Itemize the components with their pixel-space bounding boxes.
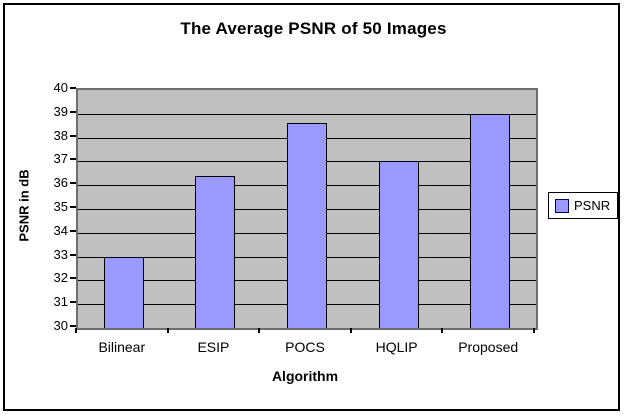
y-tick-mark xyxy=(70,206,76,208)
x-tick-label-hqlip: HQLIP xyxy=(375,339,418,355)
y-tick-mark xyxy=(70,158,76,161)
y-tick-mark xyxy=(70,253,76,256)
y-tick-label: 32 xyxy=(53,270,68,286)
x-tick-label-proposed: Proposed xyxy=(458,339,519,355)
plot-area xyxy=(76,88,538,330)
x-tick-label-bilinear: Bilinear xyxy=(98,339,146,355)
y-tick-label: 31 xyxy=(53,294,68,310)
bar-esip xyxy=(195,175,236,328)
y-tick-label: 33 xyxy=(53,246,68,262)
y-tick-mark xyxy=(70,301,76,304)
y-tick-mark xyxy=(70,277,76,280)
x-tick-mark xyxy=(75,328,77,333)
x-tick-mark xyxy=(533,328,535,333)
x-axis-title: Algorithm xyxy=(271,368,339,384)
y-tick-label: 36 xyxy=(53,175,68,191)
y-tick-label: 34 xyxy=(53,222,68,238)
y-tick-label: 35 xyxy=(53,199,68,214)
x-tick-mark xyxy=(441,328,444,333)
x-tick-label-esip: ESIP xyxy=(197,339,230,355)
gridline xyxy=(78,113,536,115)
x-tick-mark xyxy=(349,328,352,333)
y-tick-label: 38 xyxy=(53,127,68,143)
y-tick-label: 39 xyxy=(53,103,68,119)
legend-series-label: PSNR xyxy=(574,198,611,213)
chart-title: The Average PSNR of 50 Images xyxy=(180,19,447,38)
y-tick-mark xyxy=(70,134,76,137)
y-tick-mark xyxy=(70,182,76,185)
bar-pocs xyxy=(287,123,327,328)
y-tick-label: 40 xyxy=(53,80,68,95)
legend: PSNR xyxy=(548,192,618,219)
x-tick-mark xyxy=(258,328,261,333)
bar-proposed xyxy=(470,113,511,328)
y-tick-mark xyxy=(70,87,76,89)
bar-hqlip xyxy=(378,161,419,328)
y-tick-mark xyxy=(70,325,76,327)
x-tick-mark xyxy=(166,328,169,333)
y-tick-label: 37 xyxy=(53,151,68,167)
bar-bilinear xyxy=(103,256,144,328)
x-tick-label-pocs: POCS xyxy=(285,339,325,355)
y-tick-mark xyxy=(70,229,76,232)
y-tick-mark xyxy=(70,110,76,113)
y-tick-label: 30 xyxy=(53,318,68,333)
legend-series-swatch-icon xyxy=(555,198,569,213)
